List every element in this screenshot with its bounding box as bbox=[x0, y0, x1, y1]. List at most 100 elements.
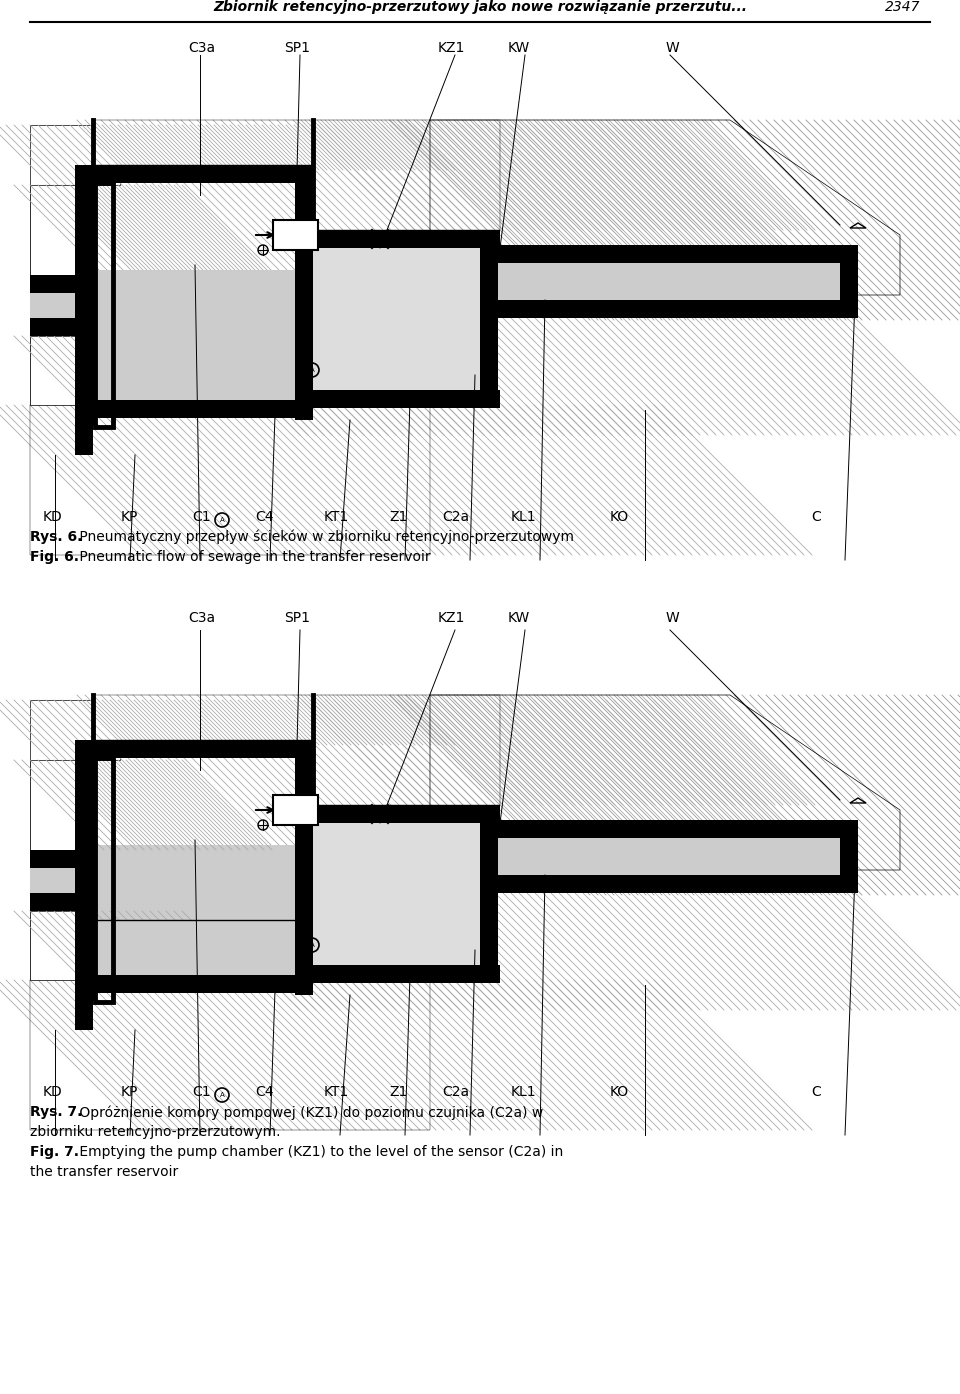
Polygon shape bbox=[30, 700, 195, 980]
Bar bbox=[480, 820, 498, 980]
Bar bbox=[498, 838, 840, 875]
Bar bbox=[75, 740, 93, 1030]
Bar bbox=[840, 820, 858, 894]
Bar bbox=[295, 740, 313, 995]
Text: KT1: KT1 bbox=[324, 510, 348, 524]
Polygon shape bbox=[313, 696, 500, 804]
Text: C: C bbox=[811, 1085, 821, 1098]
Text: Pneumatic flow of sewage in the transfer reservoir: Pneumatic flow of sewage in the transfer… bbox=[75, 551, 431, 565]
Text: KL1: KL1 bbox=[511, 1085, 536, 1098]
Text: W: W bbox=[665, 40, 679, 54]
Bar bbox=[75, 740, 313, 758]
Bar bbox=[295, 965, 500, 983]
Bar bbox=[95, 758, 113, 1002]
Bar bbox=[313, 248, 480, 390]
Text: KO: KO bbox=[610, 510, 629, 524]
Text: KT1: KT1 bbox=[324, 1085, 348, 1098]
Text: KP: KP bbox=[121, 510, 138, 524]
Bar bbox=[75, 400, 310, 418]
Text: 2347: 2347 bbox=[884, 0, 920, 14]
Text: A: A bbox=[310, 367, 314, 374]
Text: KZ1: KZ1 bbox=[438, 40, 465, 54]
Text: C1: C1 bbox=[192, 510, 211, 524]
Bar bbox=[295, 804, 500, 822]
Text: p > p$_{at}$: p > p$_{at}$ bbox=[323, 809, 359, 821]
Bar bbox=[75, 164, 313, 183]
Text: C2a: C2a bbox=[443, 510, 469, 524]
Text: C3a: C3a bbox=[188, 40, 215, 54]
Text: KL1: KL1 bbox=[511, 510, 536, 524]
Bar bbox=[480, 245, 498, 406]
Text: KD: KD bbox=[43, 1085, 62, 1098]
Text: Z1: Z1 bbox=[389, 1085, 408, 1098]
Polygon shape bbox=[313, 120, 500, 230]
Text: C1: C1 bbox=[192, 1085, 211, 1098]
Bar bbox=[95, 920, 295, 974]
Text: the transfer reservoir: the transfer reservoir bbox=[30, 1165, 179, 1179]
Bar bbox=[95, 183, 113, 427]
Bar bbox=[95, 845, 310, 974]
Text: Pneumatyczny przepływ ścieków w zbiorniku retencyjno-przerzutowym: Pneumatyczny przepływ ścieków w zbiornik… bbox=[75, 530, 574, 545]
Text: A: A bbox=[220, 517, 225, 523]
Text: KW: KW bbox=[507, 40, 530, 54]
Polygon shape bbox=[30, 406, 430, 555]
Text: A: A bbox=[220, 1092, 225, 1098]
Text: Zbiornik retencyjno-przerzutowy jako nowe rozwiązanie przerzutu...: Zbiornik retencyjno-przerzutowy jako now… bbox=[213, 0, 747, 14]
Bar bbox=[95, 270, 295, 400]
Text: C4: C4 bbox=[254, 510, 274, 524]
Text: KO: KO bbox=[610, 1085, 629, 1098]
Text: C4: C4 bbox=[254, 1085, 274, 1098]
Text: Rys. 7.: Rys. 7. bbox=[30, 1105, 83, 1119]
Polygon shape bbox=[93, 120, 313, 164]
Bar bbox=[75, 974, 310, 993]
Text: KP: KP bbox=[121, 1085, 138, 1098]
Bar bbox=[295, 390, 500, 408]
Bar bbox=[30, 855, 125, 895]
Text: W: W bbox=[665, 611, 679, 625]
Text: Emptying the pump chamber (KZ1) to the level of the sensor (C2a) in: Emptying the pump chamber (KZ1) to the l… bbox=[75, 1144, 564, 1158]
Bar bbox=[75, 164, 93, 454]
Text: p > p$_{at}$: p > p$_{at}$ bbox=[323, 233, 359, 245]
Text: C2a: C2a bbox=[443, 1085, 469, 1098]
Text: Fig. 7.: Fig. 7. bbox=[30, 1144, 79, 1158]
Bar bbox=[273, 795, 318, 825]
Bar bbox=[840, 245, 858, 318]
Bar bbox=[30, 318, 85, 336]
Polygon shape bbox=[30, 185, 93, 275]
Bar bbox=[30, 280, 125, 321]
Bar bbox=[273, 220, 318, 250]
Polygon shape bbox=[30, 912, 93, 980]
Polygon shape bbox=[30, 125, 195, 406]
Text: KW: KW bbox=[507, 611, 530, 625]
Text: zbiorniku retencyjno-przerzutowym.: zbiorniku retencyjno-przerzutowym. bbox=[30, 1125, 280, 1139]
Polygon shape bbox=[93, 696, 313, 740]
Text: SP1: SP1 bbox=[284, 40, 311, 54]
Bar bbox=[313, 822, 480, 965]
Text: SP1: SP1 bbox=[284, 611, 311, 625]
Polygon shape bbox=[430, 696, 900, 870]
Bar bbox=[295, 230, 500, 248]
Bar bbox=[295, 230, 313, 406]
Polygon shape bbox=[30, 760, 93, 850]
Bar bbox=[30, 894, 85, 912]
Text: C: C bbox=[811, 510, 821, 524]
Polygon shape bbox=[30, 336, 93, 406]
Text: KD: KD bbox=[43, 510, 62, 524]
Bar bbox=[498, 300, 848, 318]
Text: Opróżnienie komory pompowej (KZ1) do poziomu czujnika (C2a) w: Opróżnienie komory pompowej (KZ1) do poz… bbox=[75, 1105, 543, 1119]
Bar bbox=[30, 850, 85, 868]
Polygon shape bbox=[30, 980, 430, 1131]
Text: Fig. 6.: Fig. 6. bbox=[30, 551, 79, 565]
Text: KZ1: KZ1 bbox=[438, 611, 465, 625]
Bar bbox=[295, 804, 313, 980]
Text: Z1: Z1 bbox=[389, 510, 408, 524]
Polygon shape bbox=[430, 120, 900, 296]
Text: Rys. 6.: Rys. 6. bbox=[30, 530, 83, 544]
Bar bbox=[498, 875, 848, 894]
Bar bbox=[30, 275, 85, 293]
Bar bbox=[498, 263, 840, 300]
Bar bbox=[498, 820, 848, 838]
Bar bbox=[95, 270, 310, 400]
Text: C3a: C3a bbox=[188, 611, 215, 625]
Bar bbox=[295, 164, 313, 420]
